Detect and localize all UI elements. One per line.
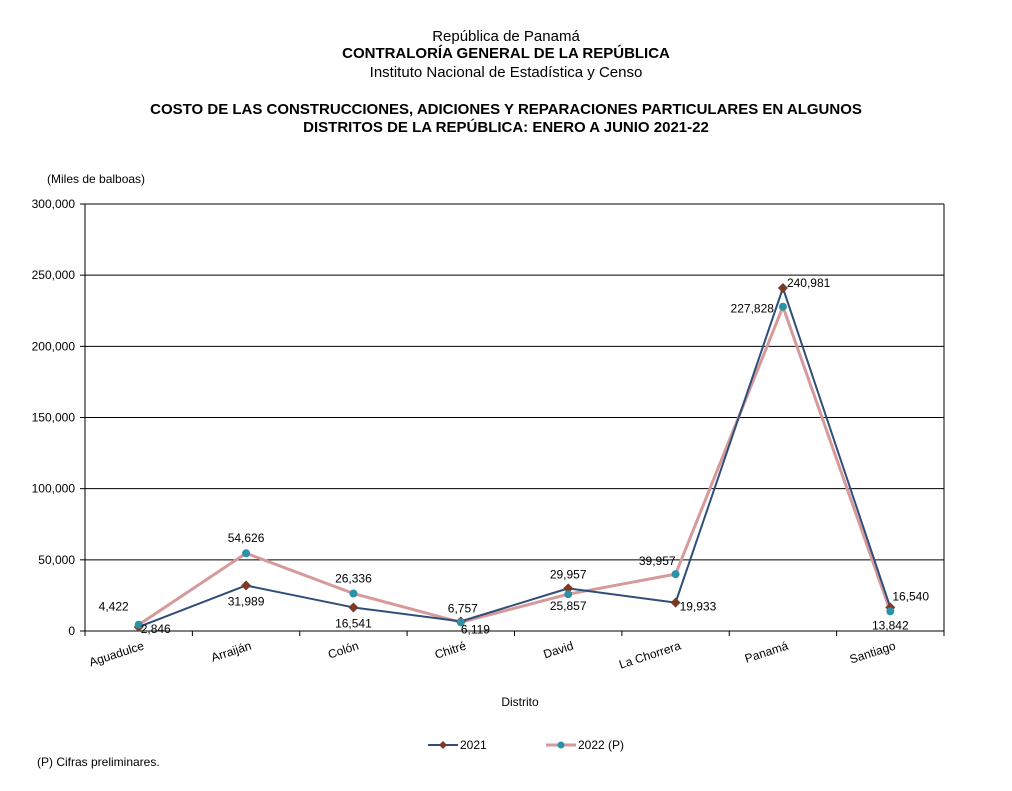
y-tick-label: 50,000 [38,553,75,567]
data-label: 4,422 [99,600,129,614]
y-tick-label: 0 [68,624,75,638]
data-point [134,620,143,629]
y-tick-labels: 0 50,000 100,000 150,000 200,000 250,000 300,0… [32,197,76,638]
legend-item: 2022 (P) [546,738,624,752]
series-line [138,287,892,628]
data-label: 26,336 [335,572,372,586]
data-label: 2,846 [141,622,171,636]
data-label: 31,989 [228,594,265,608]
header-institute: Instituto Nacional de Estadística y Cens… [369,64,643,81]
data-point [348,602,359,613]
footnote: (P) Cifras preliminares. [37,755,160,769]
data-point [886,607,895,616]
x-tick-label: Arraiján [209,639,253,665]
data-point [671,570,680,579]
x-tick-label: Chitré [433,638,468,661]
data-label: 25,857 [550,599,587,613]
chart-title-line2: DISTRITOS DE LA REPÚBLICA: ENERO A JUNIO… [303,119,709,136]
data-labels: 2,846 31,989 16,541 6,757 29,957 19,933 240,98… [99,276,930,636]
data-point [777,283,788,294]
data-label: 6,119 [461,622,490,636]
data-label: 39,957 [639,554,676,568]
x-tick-label: Aguadulce [87,638,146,669]
x-axis-label: Distrito [501,695,539,709]
data-label: 227,828 [731,302,775,316]
data-point [349,589,358,598]
data-point [670,597,681,608]
header-institution: CONTRALORÍA GENERAL DE LA REPÚBLICA [342,45,670,62]
data-label: 240,981 [787,276,831,290]
legend-label: 2022 (P) [578,738,624,752]
x-tick-label: Panamá [743,638,790,665]
data-label: 13,842 [872,618,909,632]
legend-item: 2021 [428,738,487,752]
data-label: 16,540 [892,589,929,603]
data-point [564,590,573,599]
legend-label: 2021 [460,738,487,752]
series-lines [137,287,892,628]
x-tick-label: Santiago [848,638,898,666]
legend-marker [439,741,447,749]
x-tick-label: David [542,639,576,662]
series-markers [133,283,896,632]
x-tick-label: Colón [326,639,360,662]
data-point [778,302,787,311]
data-label: 6,757 [448,601,478,615]
gridlines [85,203,944,561]
data-point [563,583,574,594]
data-point [241,580,252,591]
x-tick-labels: Aguadulce Arraiján Colón Chitré David La Chor… [87,638,897,671]
chart-title-line1: COSTO DE LAS CONSTRUCCIONES, ADICIONES Y… [150,101,862,118]
y-tick-label: 100,000 [32,482,76,496]
header-country: República de Panamá [432,28,580,45]
axes [80,203,945,636]
y-tick-label: 300,000 [32,197,76,211]
data-label: 16,541 [335,616,372,630]
data-point [456,618,465,627]
x-tick-label: La Chorrera [617,638,683,671]
y-tick-label: 150,000 [32,411,76,425]
series-line [137,305,892,626]
data-label: 54,626 [228,531,265,545]
y-tick-label: 200,000 [32,339,76,353]
data-label: 19,933 [680,600,717,614]
legend-marker [557,741,565,749]
data-label: 29,957 [550,567,587,581]
y-axis-unit-label: (Miles de balboas) [47,172,146,186]
data-point [242,549,251,558]
legend: 2021 2022 (P) [428,738,624,752]
y-tick-label: 250,000 [32,268,76,282]
